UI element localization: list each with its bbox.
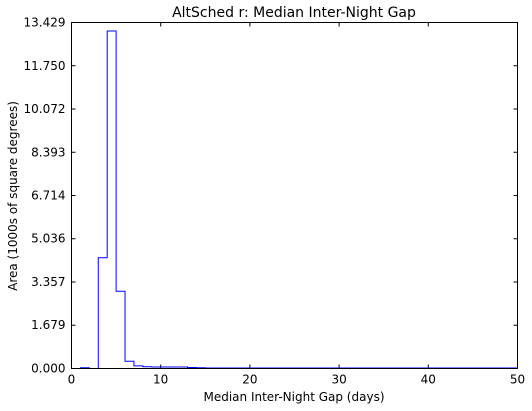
y-tick-label: 1.679 xyxy=(31,318,65,332)
y-tick-label: 0.000 xyxy=(31,362,65,376)
x-tick-label: 50 xyxy=(510,373,525,387)
plot-area xyxy=(71,22,518,369)
x-tick-label: 0 xyxy=(68,373,76,387)
x-axis-ticks: 0 10 20 30 40 50 xyxy=(68,22,525,387)
series-line xyxy=(71,30,518,369)
y-axis-ticks: 0.000 1.679 3.357 5.036 6.714 8.393 10.072 11.7… xyxy=(24,16,518,376)
x-tick-label: 30 xyxy=(331,373,346,387)
y-tick-label: 11.750 xyxy=(24,59,66,73)
plot-frame xyxy=(71,22,518,369)
chart-title: AltSched r: Median Inter-Night Gap xyxy=(172,5,416,21)
x-axis-title: Median Inter-Night Gap (days) xyxy=(203,390,384,404)
x-tick-label: 20 xyxy=(242,373,257,387)
y-tick-label: 3.357 xyxy=(31,275,65,289)
x-tick-label: 10 xyxy=(153,373,168,387)
y-tick-label: 10.072 xyxy=(24,102,66,116)
y-axis-title: Area (1000s of square degrees) xyxy=(6,101,20,291)
series-layer xyxy=(71,30,518,369)
x-tick-label: 40 xyxy=(421,373,436,387)
y-tick-label: 13.429 xyxy=(24,16,66,30)
y-tick-label: 8.393 xyxy=(31,145,65,159)
y-tick-label: 6.714 xyxy=(31,189,65,203)
y-tick-label: 5.036 xyxy=(31,232,65,246)
